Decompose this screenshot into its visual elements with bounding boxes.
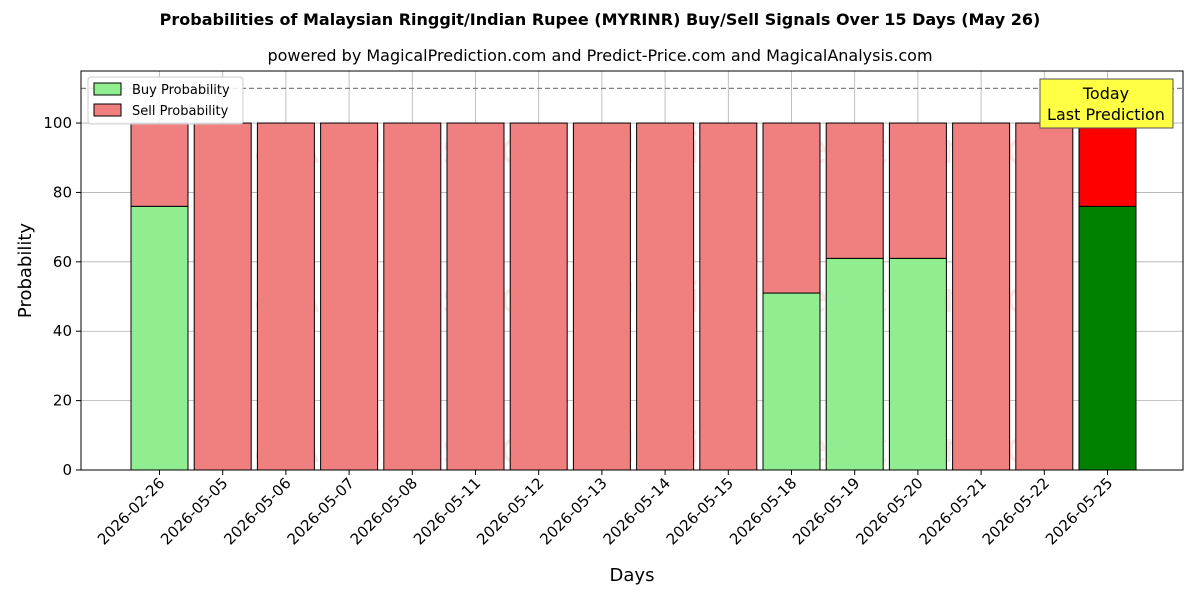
buy-bar <box>762 292 821 471</box>
legend-label-sell: Sell Probability <box>132 104 229 119</box>
last-prediction-label: Last Prediction <box>1047 105 1165 124</box>
bars-layer <box>81 87 1183 471</box>
x-tick-label: 2026-05-22 <box>979 474 1053 548</box>
sell-bar <box>825 122 884 259</box>
sell-bar <box>193 122 252 471</box>
legend-box <box>87 76 244 125</box>
x-tick-label: 2026-05-15 <box>663 474 737 548</box>
y-tick-label: 40 <box>53 322 72 340</box>
x-axis-label: Days <box>610 565 655 586</box>
legend: Buy Probability Sell Probability <box>87 76 244 125</box>
x-tick-label: 2026-05-11 <box>410 474 484 548</box>
y-axis-label: Probability <box>15 223 36 318</box>
y-tick-label: 0 <box>62 461 72 479</box>
sell-bar <box>383 122 442 471</box>
y-tick-label: 80 <box>53 183 72 201</box>
sell-bar <box>256 122 315 471</box>
legend-swatch-sell <box>93 103 122 117</box>
y-tick-label: 100 <box>43 114 72 132</box>
x-tick-label: 2026-05-12 <box>473 474 547 548</box>
x-tick-label: 2026-05-20 <box>852 474 926 548</box>
x-tick-label: 2026-05-07 <box>284 474 358 548</box>
sell-bar <box>320 122 379 471</box>
buy-bar <box>1078 205 1137 471</box>
x-tick-label: 2026-05-25 <box>1042 474 1116 548</box>
chart-title: Probabilities of Malaysian Ringgit/India… <box>159 10 1041 29</box>
x-tick-label: 2026-05-21 <box>916 474 990 548</box>
chart-subtitle: powered by MagicalPrediction.com and Pre… <box>267 46 933 65</box>
buy-bar <box>825 257 884 471</box>
today-label: Today <box>1082 84 1129 103</box>
sell-bar <box>572 122 631 471</box>
x-tick-label: 2026-05-08 <box>347 474 421 548</box>
sell-bar <box>952 122 1011 471</box>
y-tick-label: 20 <box>53 392 72 410</box>
sell-bar <box>1078 122 1137 207</box>
sell-bar <box>130 122 189 207</box>
sell-bar <box>636 122 695 471</box>
plot-frame <box>80 70 1184 471</box>
x-tick-label: 2026-05-05 <box>157 474 231 548</box>
sell-bar <box>762 122 821 294</box>
x-tick-label: 2026-05-13 <box>536 474 610 548</box>
x-tick-label: 2026-05-14 <box>600 474 674 548</box>
sell-bar <box>1015 122 1074 471</box>
buy-bar <box>888 257 947 471</box>
sell-bar <box>446 122 505 471</box>
sell-bar <box>509 122 568 471</box>
legend-swatch-buy <box>93 82 122 96</box>
sell-bar <box>888 122 947 259</box>
y-tick-label: 60 <box>53 253 72 271</box>
x-tick-label: 2026-05-19 <box>789 474 863 548</box>
today-box <box>1039 78 1174 129</box>
x-tick-label: 2026-02-26 <box>94 474 168 548</box>
sell-bar <box>699 122 758 471</box>
buy-bar <box>130 205 189 471</box>
today-annotation: Today Last Prediction <box>1039 78 1174 129</box>
x-tick-label: 2026-05-18 <box>726 474 800 548</box>
legend-label-buy: Buy Probability <box>132 83 230 98</box>
x-tick-label: 2026-05-06 <box>220 474 294 548</box>
